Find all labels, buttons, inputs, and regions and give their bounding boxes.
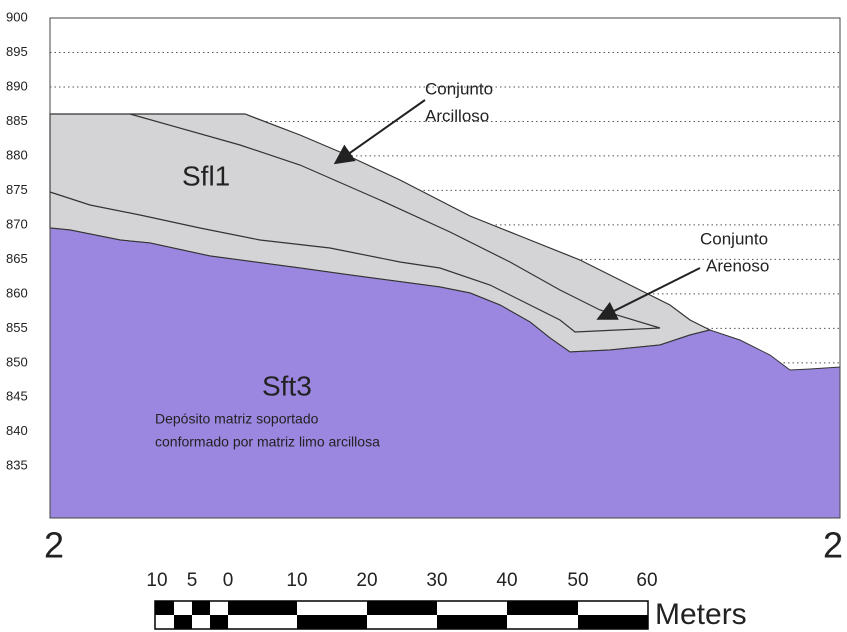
annotation: Arenoso — [706, 256, 769, 275]
scale-segment — [507, 615, 578, 629]
scale-tick-label: 10 — [146, 570, 167, 591]
y-tick-label: 890 — [6, 78, 28, 93]
scale-segment — [507, 601, 578, 615]
scale-segment — [155, 601, 174, 615]
annotation: Arcilloso — [425, 106, 489, 125]
scale-segment — [228, 615, 297, 629]
scale-segment — [367, 601, 437, 615]
scale-segment — [155, 615, 174, 629]
scale-segment — [192, 601, 210, 615]
scale-tick-label: 0 — [223, 570, 234, 591]
description: Depósito matriz soportado — [155, 411, 319, 427]
scale-segment — [437, 601, 507, 615]
scale-segment — [174, 601, 192, 615]
scale-segment — [437, 615, 507, 629]
scale-segment — [367, 615, 437, 629]
scale-tick-label: 60 — [636, 570, 657, 591]
scale-segment — [297, 615, 367, 629]
y-tick-label: 875 — [6, 182, 28, 197]
scale-tick-label: 20 — [356, 570, 377, 591]
scale-segment — [578, 601, 648, 615]
annotation: Conjunto — [700, 229, 768, 248]
y-tick-label: 855 — [6, 320, 28, 335]
scale-tick-label: 5 — [187, 570, 198, 591]
section-label: 2 — [823, 525, 843, 566]
y-tick-label: 840 — [6, 423, 28, 438]
annotation: Conjunto — [425, 79, 493, 98]
unit-label: Sfl1 — [182, 160, 230, 191]
scale-tick-label: 50 — [567, 570, 588, 591]
y-tick-label: 885 — [6, 113, 28, 128]
scale-segment — [210, 615, 228, 629]
scale-segment — [297, 601, 367, 615]
y-tick-label: 860 — [6, 285, 28, 300]
scale-unit: Meters — [655, 598, 747, 631]
y-tick-label: 870 — [6, 216, 28, 231]
y-tick-label: 850 — [6, 354, 28, 369]
section-label: 2 — [44, 525, 64, 566]
scale-tick-label: 10 — [286, 570, 307, 591]
scale-bar — [155, 601, 648, 629]
description: conformado por matriz limo arcillosa — [155, 434, 380, 450]
y-tick-label: 835 — [6, 458, 28, 473]
y-tick-label: 865 — [6, 251, 28, 266]
y-tick-label: 880 — [6, 147, 28, 162]
cross-section: Sfl1 Sft3 Depósito matriz soportado conf… — [0, 0, 847, 632]
unit-label: Sft3 — [262, 370, 312, 401]
scale-tick-label: 30 — [426, 570, 447, 591]
y-tick-label: 900 — [6, 9, 28, 24]
scale-segment — [174, 615, 192, 629]
y-tick-label: 845 — [6, 389, 28, 404]
scale-segment — [578, 615, 648, 629]
y-tick-label: 895 — [6, 44, 28, 59]
scale-segment — [228, 601, 297, 615]
scale-segment — [210, 601, 228, 615]
scale-segment — [192, 615, 210, 629]
scale-tick-label: 40 — [496, 570, 517, 591]
